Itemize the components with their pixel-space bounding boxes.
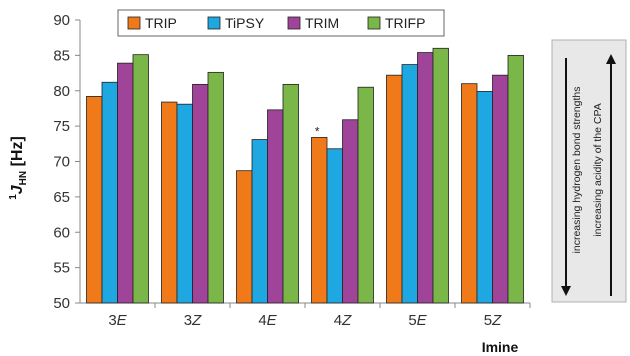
y-tick-label: 70 xyxy=(53,154,70,171)
y-axis-ticks: 50 55 60 65 70 75 80 85 90 xyxy=(53,12,80,312)
bar-trifp-4z xyxy=(357,86,374,304)
legend-label-trim: TRIM xyxy=(305,15,339,31)
side-panel-right-text: increasing acidity of the CPA xyxy=(592,103,604,236)
bar-tipsy-4z xyxy=(326,148,343,304)
bar-trip-4e xyxy=(236,170,253,304)
bar-tipsy-3e xyxy=(101,81,118,304)
x-axis-title: Imine xyxy=(482,339,519,355)
bar-trim-3e xyxy=(117,62,134,304)
legend-label-trip: TRIP xyxy=(145,15,177,31)
bar-trifp-3z xyxy=(207,71,224,304)
legend-label-tipsy: TiPSY xyxy=(225,15,265,31)
x-tick-label: 4Z xyxy=(334,312,352,329)
bar-trifp-4e xyxy=(282,83,299,304)
x-tick-label: 3E xyxy=(108,312,127,329)
legend-swatch-trim xyxy=(287,16,301,30)
side-panel: increasing hydrogen bond strengths incre… xyxy=(551,39,627,303)
y-tick-label: 80 xyxy=(53,83,70,100)
bar-annotation-asterisk: * xyxy=(315,124,320,138)
y-tick-label: 50 xyxy=(53,295,70,312)
bar-tipsy-4e xyxy=(251,139,268,304)
bar-trifp-5e xyxy=(432,47,449,304)
x-tick-label: 4E xyxy=(258,312,277,329)
bar-trim-4z xyxy=(342,119,359,304)
bar-trip-3e xyxy=(86,96,103,304)
bar-trip-4z xyxy=(311,137,328,304)
y-axis-title-sup: 1 xyxy=(8,194,19,200)
bar-tipsy-5z xyxy=(476,91,493,304)
y-tick-label: 90 xyxy=(53,12,70,29)
bar-trip-3z xyxy=(161,101,178,304)
bar-trip-5e xyxy=(386,74,403,304)
bar-tipsy-5e xyxy=(401,64,418,304)
x-tick-label: 3Z xyxy=(184,312,202,329)
y-axis-title: 1JHN [Hz] xyxy=(8,136,29,200)
legend-swatch-trip xyxy=(127,16,141,30)
y-axis-title-sub: HN xyxy=(18,171,29,185)
legend-swatch-tipsy xyxy=(207,16,221,30)
x-tick-label: 5Z xyxy=(484,312,502,329)
bar-trip-5z xyxy=(461,83,478,304)
x-axis-tick-labels: 3E 3Z 4E 4Z 5E 5Z xyxy=(108,303,531,329)
y-tick-label: 85 xyxy=(53,47,70,64)
legend: TRIP TiPSY TRIM TRIFP xyxy=(117,9,445,37)
y-tick-label: 55 xyxy=(53,260,70,277)
bar-trim-5e xyxy=(417,52,434,304)
legend-box xyxy=(117,9,445,37)
bar-trim-5z xyxy=(492,74,509,304)
y-tick-label: 60 xyxy=(53,224,70,241)
bar-trifp-3e xyxy=(132,54,149,304)
legend-swatch-trifp xyxy=(367,16,381,30)
bars-group xyxy=(86,47,524,304)
side-panel-box xyxy=(551,39,627,303)
y-tick-label: 75 xyxy=(53,118,70,135)
bar-trim-3z xyxy=(192,83,209,304)
down-arrowhead-icon xyxy=(561,286,571,296)
bar-trifp-5z xyxy=(507,54,524,304)
y-axis-title-unit: [Hz] xyxy=(9,136,26,171)
side-panel-left-text: increasing hydrogen bond strengths xyxy=(571,87,583,254)
legend-label-trifp: TRIFP xyxy=(385,15,425,31)
y-tick-label: 65 xyxy=(53,189,70,206)
y-axis-title-main: J xyxy=(9,184,26,194)
up-arrowhead-icon xyxy=(606,54,616,64)
annotations: * xyxy=(315,124,320,138)
bar-trim-4e xyxy=(267,109,284,304)
bar-tipsy-3z xyxy=(176,103,193,304)
x-tick-label: 5E xyxy=(408,312,427,329)
